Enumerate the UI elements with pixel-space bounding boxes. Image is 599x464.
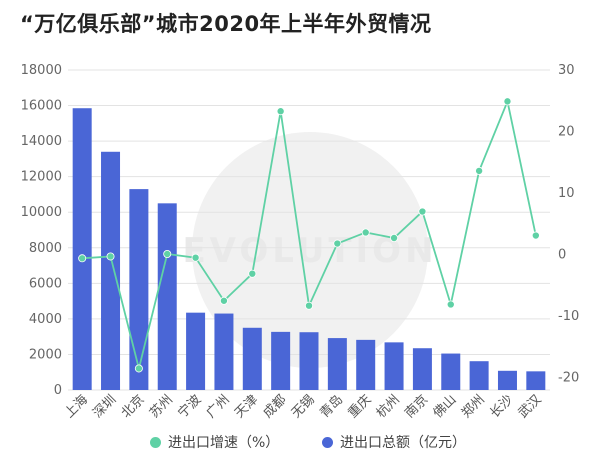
legend-swatch-total bbox=[322, 436, 333, 448]
legend: 进出口增速（%） 进出口总额（亿元） bbox=[0, 432, 599, 456]
category-label: 广州 bbox=[204, 392, 233, 421]
growth-point bbox=[531, 231, 540, 240]
legend-label-growth: 进出口增速（%） bbox=[168, 435, 280, 451]
combo-chart: EVOLUTION 0 2000 4000 6000 8000 10000 12000 140… bbox=[21, 63, 580, 422]
category-label: 武汉 bbox=[516, 392, 545, 421]
chart-title: “万亿俱乐部”城市2020年上半年外贸情况 bbox=[20, 12, 432, 36]
category-label: 宁波 bbox=[175, 392, 205, 422]
bar bbox=[384, 342, 404, 390]
legend-item-total: 进出口总额（亿元） bbox=[322, 432, 466, 452]
category-label: 天津 bbox=[232, 392, 261, 421]
category-label: 北京 bbox=[119, 392, 148, 421]
bar bbox=[526, 371, 546, 390]
category-label: 深圳 bbox=[90, 392, 119, 421]
left-tick-label: 12000 bbox=[21, 170, 62, 185]
growth-point bbox=[191, 253, 200, 262]
bar bbox=[356, 339, 376, 390]
right-tick-label: 20 bbox=[558, 125, 575, 140]
growth-point bbox=[106, 252, 115, 261]
bar bbox=[214, 313, 234, 390]
bar bbox=[497, 370, 517, 390]
category-label: 无锡 bbox=[289, 392, 318, 421]
bar bbox=[101, 151, 121, 390]
watermark-text: EVOLUTION bbox=[182, 231, 437, 271]
watermark-circle bbox=[192, 132, 428, 368]
legend-label-total: 进出口总额（亿元） bbox=[340, 435, 466, 451]
category-label: 重庆 bbox=[345, 392, 375, 422]
category-label: 郑州 bbox=[459, 392, 488, 421]
category-label: 杭州 bbox=[374, 392, 403, 421]
growth-point bbox=[333, 239, 342, 248]
growth-point bbox=[503, 97, 512, 106]
growth-point bbox=[418, 207, 427, 216]
growth-point bbox=[475, 166, 484, 175]
growth-point bbox=[304, 301, 313, 310]
category-label: 成都 bbox=[260, 392, 289, 421]
line-series bbox=[78, 97, 540, 373]
left-tick-label: 18000 bbox=[21, 63, 62, 78]
bar bbox=[72, 108, 92, 390]
category-label: 长沙 bbox=[487, 392, 516, 421]
growth-point bbox=[390, 233, 399, 242]
category-label: 佛山 bbox=[431, 392, 460, 421]
category-labels: 上海 深圳 北京 苏州 宁波 广州 天津 成都 无锡 青岛 重庆 杭州 南京 佛山 郑州 长沙 武汉 bbox=[62, 392, 545, 422]
growth-point bbox=[446, 300, 455, 309]
legend-swatch-growth bbox=[150, 436, 161, 448]
right-tick-label: 0 bbox=[558, 248, 566, 263]
left-tick-label: 16000 bbox=[21, 99, 62, 114]
category-label: 青岛 bbox=[316, 392, 346, 422]
category-label: 苏州 bbox=[146, 392, 176, 422]
bar bbox=[299, 332, 319, 390]
bar bbox=[129, 189, 149, 390]
bar-series bbox=[72, 108, 546, 390]
bar bbox=[271, 331, 291, 390]
growth-point bbox=[219, 296, 228, 305]
right-axis-ticks: -20 -10 0 10 20 30 bbox=[558, 63, 579, 386]
bar bbox=[327, 338, 347, 390]
bar bbox=[242, 327, 262, 390]
growth-point bbox=[163, 249, 172, 258]
category-label: 上海 bbox=[62, 392, 91, 421]
growth-point bbox=[134, 364, 143, 373]
bar bbox=[186, 312, 206, 390]
left-tick-label: 10000 bbox=[21, 205, 62, 220]
left-tick-label: 14000 bbox=[21, 134, 62, 149]
left-axis-ticks: 0 2000 4000 6000 8000 10000 12000 14000 16000 180… bbox=[21, 63, 62, 398]
growth-point bbox=[361, 228, 370, 237]
growth-point bbox=[78, 254, 87, 263]
right-tick-label: 10 bbox=[558, 186, 575, 201]
watermark-logo: EVOLUTION bbox=[182, 132, 437, 368]
left-tick-label: 2000 bbox=[29, 347, 62, 362]
right-tick-label: -10 bbox=[558, 309, 579, 324]
left-tick-label: 8000 bbox=[29, 241, 62, 256]
category-label: 南京 bbox=[402, 392, 432, 422]
bar bbox=[469, 361, 489, 390]
legend-item-growth: 进出口增速（%） bbox=[150, 432, 279, 452]
left-tick-label: 6000 bbox=[29, 276, 62, 291]
bar bbox=[157, 203, 177, 390]
left-tick-label: 4000 bbox=[29, 312, 62, 327]
right-tick-label: 30 bbox=[558, 63, 575, 78]
bar bbox=[412, 348, 432, 390]
growth-point bbox=[248, 269, 257, 278]
left-tick-label: 0 bbox=[54, 383, 62, 398]
bar bbox=[441, 353, 461, 390]
growth-point bbox=[276, 107, 285, 116]
right-tick-label: -20 bbox=[558, 371, 579, 386]
